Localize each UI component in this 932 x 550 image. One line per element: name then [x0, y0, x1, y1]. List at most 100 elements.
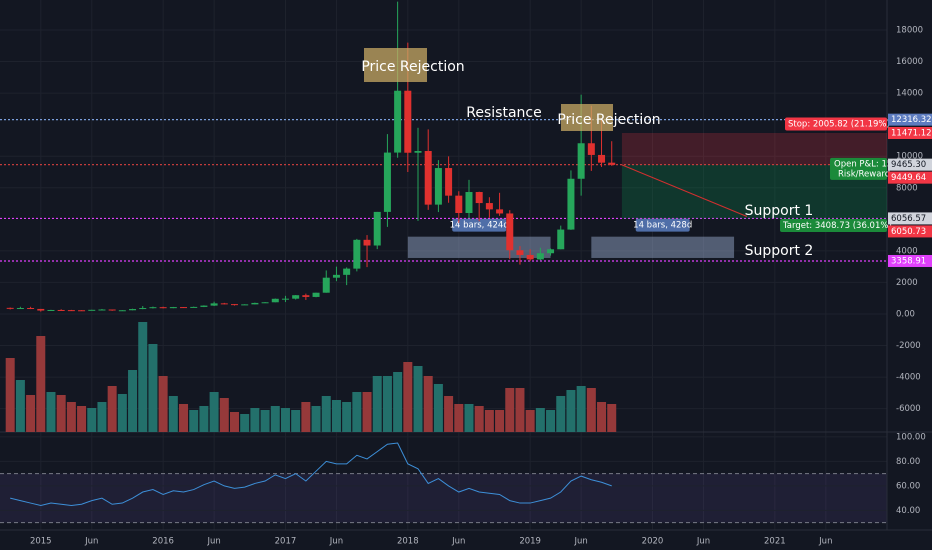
volume-bar [97, 402, 107, 432]
volume-bar [566, 390, 576, 432]
price-tag-bg [888, 113, 932, 126]
rsi-tick-label: 100.00 [896, 432, 926, 442]
candle-body [139, 308, 147, 310]
volume-bar [128, 370, 138, 432]
x-tick-label: Jun [206, 537, 220, 547]
volume-bar [525, 410, 535, 432]
x-tick-label: Jun [329, 537, 343, 547]
candle-body [261, 302, 269, 304]
candle-body [129, 309, 137, 311]
volume-bar [433, 384, 443, 432]
volume-bar [291, 410, 301, 432]
rsi-tick-label: 40.00 [896, 506, 920, 516]
volume-bar [26, 395, 36, 432]
candle-body [37, 308, 45, 311]
candle-body [424, 150, 432, 205]
candle-body [16, 308, 24, 310]
volume-bar [250, 408, 260, 432]
candle-body [496, 209, 504, 214]
candle-body [118, 310, 126, 312]
candle-body [47, 309, 55, 311]
volume-bar [352, 392, 362, 432]
candle-body [465, 192, 473, 214]
price-tag: 9449.64 [891, 173, 926, 183]
candle-body [567, 178, 575, 230]
candle-body [587, 143, 595, 155]
volume-bar [495, 410, 505, 432]
position-label-bg [780, 219, 887, 233]
volume-bar [36, 336, 46, 432]
price-tag: 11471.12 [891, 128, 932, 138]
candle-body [353, 239, 361, 269]
candle-body [190, 306, 198, 308]
candle-body [302, 295, 310, 297]
candle-body [169, 307, 177, 309]
volume-bar [240, 414, 250, 432]
volume-bar [535, 408, 545, 432]
volume-bar [87, 408, 97, 432]
volume-bar [403, 362, 413, 432]
volume-bar [219, 398, 229, 432]
candle-body [57, 309, 65, 311]
y-tick-label: -6000 [896, 404, 921, 414]
candle-body [485, 203, 493, 210]
x-tick-label: Jun [573, 537, 587, 547]
price-tag-bg [888, 171, 932, 184]
x-tick-label: Jun [84, 537, 98, 547]
candle-body [536, 253, 544, 260]
volume-bar [280, 408, 290, 432]
candle-body [404, 90, 412, 153]
position-label: Open P&L: 15 [834, 159, 892, 169]
y-tick-label: 16000 [896, 57, 923, 67]
date-range [407, 236, 551, 258]
candle-body [312, 292, 320, 297]
rsi-tick-label: 80.00 [896, 457, 920, 467]
candle-body [598, 154, 606, 163]
candle-body [159, 307, 167, 309]
volume-bar [464, 404, 474, 432]
candle-body [108, 309, 116, 311]
annotation-box [561, 104, 613, 131]
candle-body [200, 305, 208, 307]
candle-body [434, 168, 442, 205]
candle-body [67, 310, 75, 312]
price-tag-bg [888, 225, 932, 238]
volume-bar [331, 400, 341, 432]
y-tick-label: 4000 [896, 246, 918, 256]
volume-bar [189, 410, 199, 432]
candle-body [557, 229, 565, 250]
position-label: Target: 3408.73 (36.01%) [782, 221, 892, 231]
rsi-line [10, 442, 612, 507]
x-tick-label: 2021 [764, 537, 786, 547]
volume-bar [158, 376, 168, 432]
volume-bar [15, 380, 25, 432]
price-tag: 9465.30 [891, 160, 926, 170]
volume-bar [66, 402, 76, 432]
annotation: Support 1 [745, 203, 814, 219]
volume-bar [546, 410, 556, 432]
candle-body [271, 298, 279, 303]
volume-bar [321, 396, 331, 432]
volume-bar [209, 392, 219, 432]
volume-bar [454, 404, 464, 432]
price-tag: 3358.91 [891, 256, 926, 266]
candle-body [241, 304, 249, 306]
candle-body [210, 303, 218, 306]
date-range [591, 236, 735, 258]
volume-bar [444, 396, 454, 432]
volume-bar [260, 410, 270, 432]
candle-body [281, 298, 289, 300]
volume-bar [607, 404, 617, 432]
x-tick-label: 2017 [275, 537, 297, 547]
volume-bar [382, 376, 392, 432]
candle-body [383, 152, 391, 212]
candle-body [220, 303, 228, 305]
volume-bar [229, 412, 239, 432]
candle-body [475, 192, 483, 204]
annotation: Price Rejection [361, 59, 464, 75]
candle-body [6, 307, 14, 309]
volume-bar [46, 392, 56, 432]
volume-bar [474, 406, 484, 432]
